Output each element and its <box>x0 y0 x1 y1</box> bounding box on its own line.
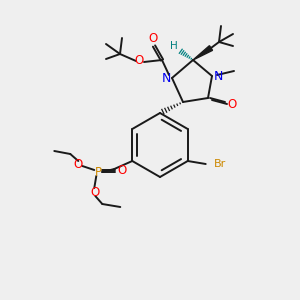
Polygon shape <box>193 46 213 60</box>
Text: O: O <box>118 164 127 178</box>
Text: P: P <box>95 166 102 178</box>
Text: O: O <box>74 158 83 170</box>
Text: N: N <box>213 70 223 83</box>
Text: O: O <box>148 32 158 46</box>
Text: O: O <box>227 98 237 110</box>
Text: N: N <box>161 71 171 85</box>
Text: Br: Br <box>214 159 226 169</box>
Text: O: O <box>91 187 100 200</box>
Text: H: H <box>170 41 178 51</box>
Text: O: O <box>134 55 144 68</box>
